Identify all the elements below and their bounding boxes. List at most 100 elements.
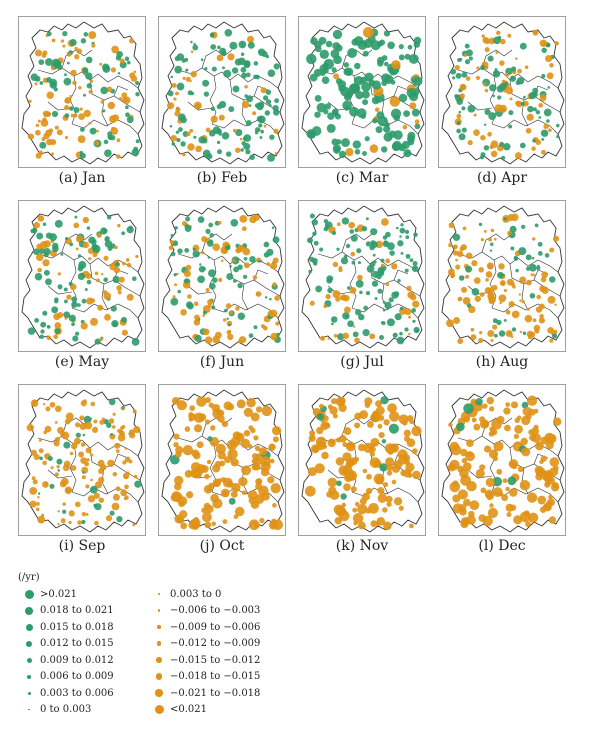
station-positive: [229, 264, 232, 268]
station-positive: [308, 269, 312, 274]
province-boundary: [229, 73, 279, 89]
station-positive: [354, 149, 361, 155]
station-negative: [488, 237, 493, 242]
station-negative: [543, 472, 554, 483]
station-negative: [455, 264, 461, 270]
province-boundary: [341, 233, 373, 253]
station-positive: [266, 248, 274, 256]
station-negative: [391, 60, 401, 70]
map-panel-apr: (d) Apr: [438, 16, 566, 186]
station-positive: [337, 333, 345, 341]
station-negative: [332, 413, 338, 419]
station-positive: [484, 108, 491, 115]
station-positive: [104, 240, 113, 248]
region-outline: [441, 389, 565, 533]
station-positive: [497, 95, 502, 100]
station-positive: [228, 497, 236, 505]
station-negative: [172, 295, 176, 299]
positive-dot: [25, 623, 33, 631]
station-negative: [71, 442, 78, 450]
station-positive: [532, 138, 536, 143]
station-positive: [262, 95, 269, 101]
station-negative: [519, 299, 522, 302]
station-negative: [42, 481, 49, 488]
station-negative: [467, 139, 473, 146]
station-positive: [190, 40, 193, 44]
station-negative: [272, 503, 277, 508]
station-negative: [364, 402, 371, 408]
station-negative: [117, 223, 121, 228]
station-negative: [543, 123, 550, 130]
station-negative: [107, 101, 116, 110]
panel-caption: (a) Jan: [58, 170, 106, 186]
station-positive: [370, 261, 376, 267]
station-negative: [73, 437, 81, 445]
station-negative: [322, 444, 328, 449]
legend-symbol: [148, 625, 170, 629]
station-negative: [57, 426, 64, 434]
station-positive: [193, 43, 196, 46]
legend-item: −0.015 to −0.012: [148, 652, 260, 668]
station-negative: [484, 47, 490, 53]
station-negative: [498, 263, 505, 270]
station-negative: [92, 252, 98, 258]
station-negative: [327, 337, 331, 340]
station-positive: [210, 44, 217, 50]
station-positive: [221, 131, 230, 140]
station-negative: [126, 471, 130, 475]
station-negative: [542, 504, 548, 509]
station-negative: [36, 253, 44, 262]
station-positive: [314, 111, 321, 118]
station-negative: [409, 102, 417, 110]
station-positive: [176, 138, 181, 143]
station-negative: [182, 76, 186, 81]
station-positive: [365, 290, 371, 296]
station-negative: [272, 436, 279, 443]
station-positive: [85, 72, 93, 80]
province-boundary: [393, 269, 409, 281]
legend-symbol: [18, 640, 40, 647]
station-negative: [42, 460, 47, 466]
station-positive: [492, 318, 498, 324]
station-negative: [369, 144, 379, 153]
station-negative: [485, 477, 495, 488]
station-negative: [541, 149, 546, 155]
station-positive: [257, 115, 266, 124]
station-negative: [184, 426, 191, 432]
station-negative: [93, 419, 98, 424]
station-negative: [385, 282, 390, 287]
map-jun: [158, 200, 286, 352]
station-positive: [218, 100, 227, 109]
station-positive: [543, 108, 552, 117]
station-positive: [378, 334, 385, 341]
station-negative: [201, 236, 208, 242]
station-negative: [37, 215, 45, 222]
station-positive: [412, 76, 423, 87]
region-outline: [21, 389, 145, 533]
station-negative: [505, 503, 514, 512]
station-negative: [452, 480, 459, 487]
station-positive: [489, 84, 497, 92]
station-positive: [240, 52, 245, 56]
station-positive: [240, 66, 247, 73]
station-positive: [257, 48, 266, 57]
station-negative: [323, 304, 328, 309]
station-negative: [175, 91, 179, 96]
station-negative: [548, 128, 552, 133]
station-negative: [332, 290, 341, 299]
station-negative: [75, 422, 81, 428]
station-positive: [63, 311, 71, 319]
region-outline: [441, 205, 565, 349]
station-positive: [81, 298, 87, 304]
station-positive: [30, 73, 39, 81]
station-negative: [363, 442, 374, 454]
station-positive: [556, 123, 560, 128]
station-negative: [70, 69, 77, 77]
legend-item: 0.012 to 0.015: [18, 636, 114, 652]
station-negative: [339, 435, 347, 443]
station-negative: [345, 460, 354, 469]
station-positive: [52, 58, 60, 67]
station-negative: [352, 507, 358, 513]
station-negative: [499, 279, 506, 287]
province-boundary: [491, 303, 559, 319]
